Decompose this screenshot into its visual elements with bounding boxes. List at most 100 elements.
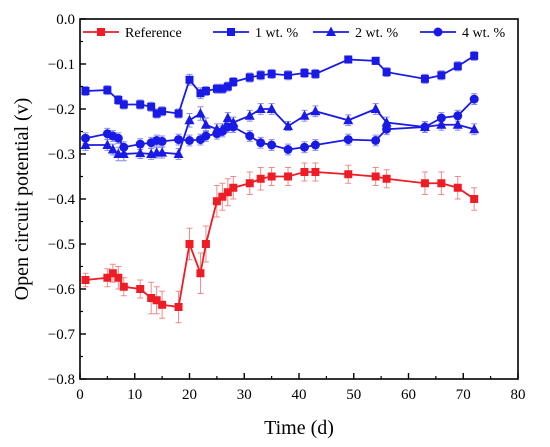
legend-label: Reference: [125, 26, 182, 41]
data-point: [196, 89, 205, 98]
data-point: [256, 71, 265, 80]
data-point: [147, 294, 156, 302]
data-point: [266, 103, 277, 113]
data-point: [136, 285, 145, 293]
data-point: [174, 135, 184, 145]
data-point: [469, 123, 480, 134]
data-point: [452, 119, 463, 129]
data-point: [200, 119, 211, 129]
data-point: [147, 102, 156, 111]
data-point: [196, 269, 205, 278]
data-point: [255, 103, 266, 113]
data-point: [185, 75, 194, 84]
x-tick-label: 0: [76, 387, 84, 403]
data-point: [229, 183, 238, 192]
data-point: [283, 145, 293, 154]
data-point: [420, 122, 430, 132]
data-point: [184, 114, 195, 125]
y-tick-label: −0.3: [48, 147, 75, 163]
y-tick-label: −0.7: [48, 327, 76, 343]
legend-marker: [433, 27, 443, 37]
data-point: [453, 111, 463, 121]
data-point: [470, 195, 479, 203]
data-point: [114, 273, 123, 282]
data-point: [300, 69, 309, 77]
data-point: [310, 140, 320, 150]
legend-marker: [326, 26, 336, 36]
data-point: [81, 87, 90, 95]
data-point: [343, 135, 353, 145]
data-point: [185, 240, 194, 248]
data-point: [310, 105, 321, 116]
data-point: [300, 168, 309, 176]
data-point: [218, 192, 227, 201]
data-point: [245, 131, 255, 141]
data-point: [173, 148, 184, 158]
legend-item: 2 wt. %: [313, 26, 399, 41]
data-point: [80, 133, 90, 143]
series-lines: [85, 55, 475, 309]
y-tick-label: −0.1: [48, 57, 75, 73]
data-point: [344, 55, 353, 64]
data-point: [371, 172, 380, 181]
data-point: [118, 148, 129, 158]
data-point: [381, 117, 392, 127]
data-point: [453, 62, 462, 71]
data-point: [371, 56, 380, 65]
legend-item: 1 wt. %: [213, 26, 299, 41]
x-tick-label: 70: [456, 387, 471, 403]
data-point: [267, 69, 276, 78]
y-tick-label: 0.0: [56, 12, 75, 28]
data-point: [343, 114, 354, 125]
data-point: [157, 147, 168, 157]
data-point: [283, 120, 294, 131]
data-point: [158, 107, 167, 116]
data-point: [382, 174, 391, 183]
data-point: [103, 273, 112, 282]
data-point: [108, 269, 117, 278]
legend-label: 1 wt. %: [255, 26, 299, 41]
data-point: [223, 188, 232, 197]
data-point: [119, 142, 129, 152]
data-point: [228, 122, 238, 132]
legend-marker: [97, 28, 105, 36]
data-point: [135, 139, 145, 149]
error-bars: [82, 50, 478, 324]
data-point: [453, 183, 462, 192]
y-tick-label: −0.6: [48, 282, 76, 298]
data-point: [201, 240, 210, 248]
x-tick-label: 20: [182, 387, 197, 403]
data-point: [370, 103, 381, 113]
data-point: [113, 133, 123, 143]
data-point: [382, 124, 392, 134]
y-tick-label: −0.5: [48, 237, 75, 253]
data-point: [218, 84, 227, 93]
data-point: [437, 179, 446, 188]
data-point: [152, 296, 161, 305]
legend-label: 4 wt. %: [462, 26, 506, 41]
data-point: [299, 142, 309, 152]
legend: Reference 1 wt. % 2 wt. % 4 wt. %: [83, 26, 506, 41]
axis-ticks: 0 10 20 30 40 50 60 70 80 0.0 −0.1 −0.2 −0.3 −0.4 −0.5…: [48, 12, 526, 403]
x-tick-label: 40: [292, 387, 307, 403]
x-tick-label: 80: [511, 387, 526, 403]
data-point: [469, 94, 479, 104]
data-point: [371, 136, 381, 145]
data-point: [223, 82, 232, 91]
data-point: [420, 74, 429, 83]
data-point: [284, 71, 293, 80]
data-point: [107, 144, 118, 154]
data-point: [244, 110, 255, 120]
data-point: [185, 136, 194, 145]
y-tick-label: −0.4: [48, 192, 76, 208]
data-point: [102, 139, 113, 149]
data-point: [81, 276, 90, 284]
data-point: [201, 87, 210, 95]
data-point: [245, 73, 254, 82]
data-point: [470, 51, 479, 60]
series-markers: [80, 51, 480, 311]
data-point: [103, 86, 112, 95]
data-point: [311, 168, 320, 176]
data-point: [267, 140, 277, 150]
